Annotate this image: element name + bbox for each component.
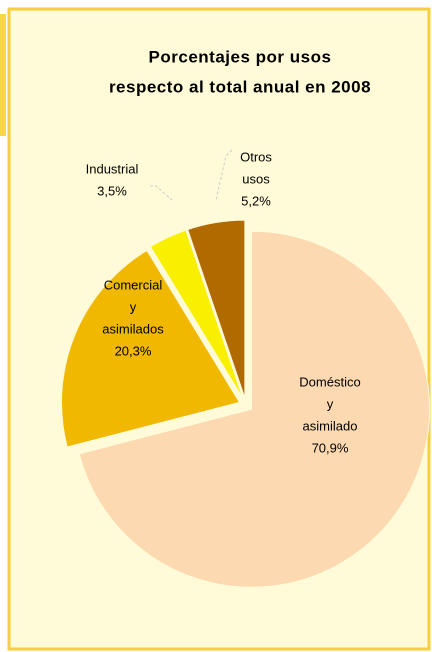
value-label: 70,9% [312, 440, 349, 455]
value-label: 5,2% [241, 193, 271, 208]
value-label: 3,5% [97, 183, 127, 198]
slice-label: asimilado [303, 418, 358, 433]
chart-title: Porcentajes por usos [149, 47, 332, 66]
pie-slice [149, 229, 244, 399]
pie-slice [61, 249, 241, 448]
slice-label: usos [242, 171, 270, 186]
slice-label: y [327, 396, 334, 411]
slice-label: Doméstico [299, 374, 360, 389]
slice-label: Industrial [86, 161, 139, 176]
value-label: 20,3% [115, 343, 152, 358]
leader-line [215, 149, 233, 201]
leader-line [150, 185, 173, 201]
slice-label: asimilados [102, 321, 164, 336]
slice-label: Comercial [104, 277, 163, 292]
pie-slice [78, 230, 430, 588]
pie-slice [187, 219, 246, 399]
side-strip [0, 14, 6, 136]
slice-label: Otros [240, 149, 272, 164]
slice-label: y [130, 299, 137, 314]
chart-title: respecto al total anual en 2008 [109, 77, 371, 96]
